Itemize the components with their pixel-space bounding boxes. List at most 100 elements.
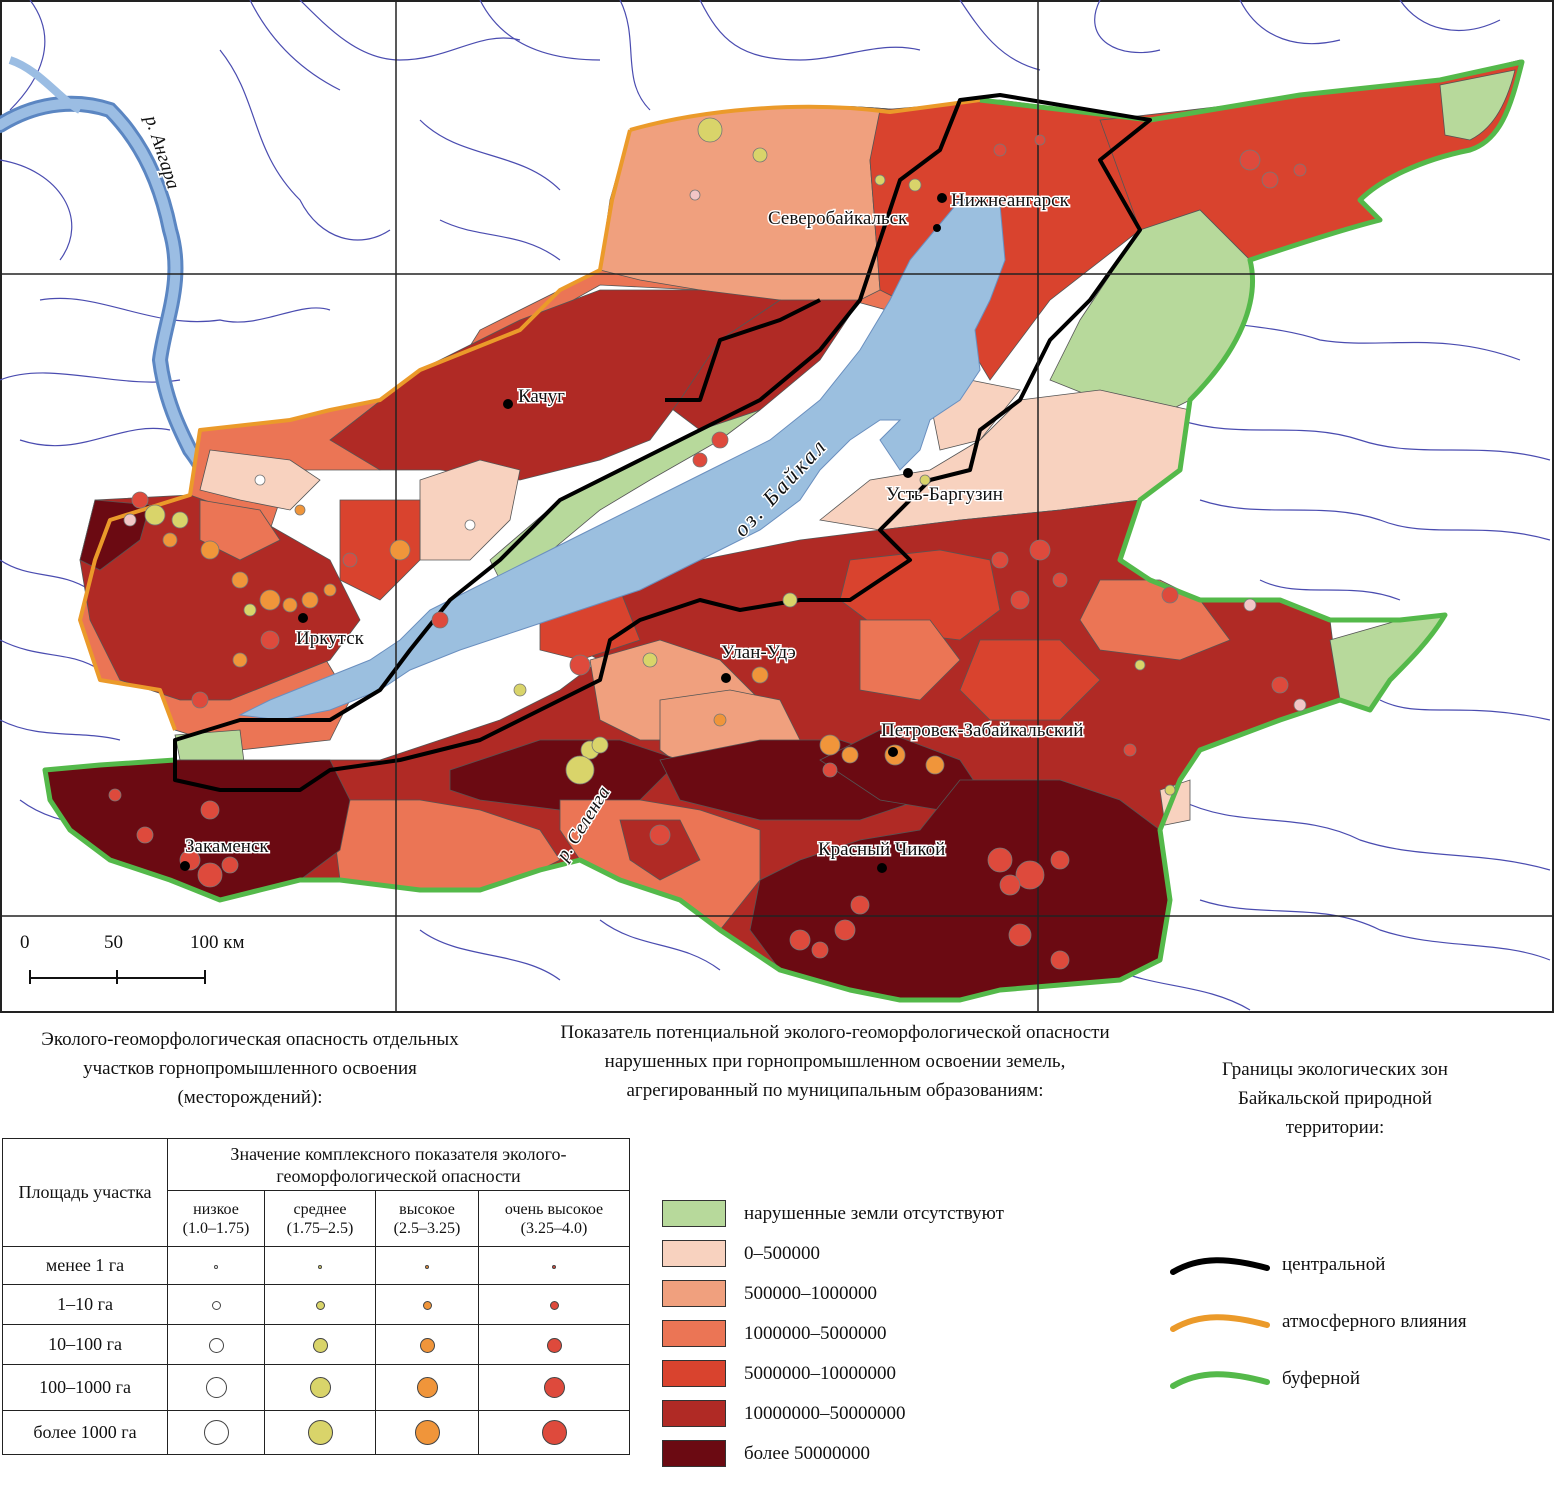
fill-legend-item: 500000–1000000 <box>662 1280 877 1307</box>
lake-baikal <box>238 199 1006 721</box>
zone-legend-item: буферной <box>1170 1364 1360 1394</box>
fill-swatch <box>662 1360 726 1387</box>
river-network <box>0 0 1551 1011</box>
zone-legend-title: Границы экологических зон Байкальской пр… <box>1222 1059 1448 1138</box>
atmospheric-zone-boundary <box>78 98 981 731</box>
deposit-points <box>108 117 1307 970</box>
point-symbol-cell <box>264 1284 376 1325</box>
fill-swatch <box>662 1240 726 1267</box>
point-symbol <box>307 1420 333 1445</box>
city-nizhneangarsk: Нижнеангарск <box>951 190 1070 211</box>
area-label: более 1000 га <box>2 1410 168 1455</box>
fill-swatch <box>662 1320 726 1347</box>
point-symbol-cell <box>375 1410 479 1455</box>
scale-bar: 0 50 100 км <box>20 932 245 984</box>
area-label: 1–10 га <box>2 1284 168 1325</box>
value-header: Значение комплексного показателя эколого… <box>167 1138 630 1191</box>
point-symbol <box>422 1301 432 1311</box>
point-symbol-cell <box>167 1284 265 1325</box>
zone-line-symbol <box>1170 1371 1270 1389</box>
point-symbol <box>318 1264 322 1269</box>
map: Нижнеангарск Северобайкальск Качуг Усть-… <box>0 0 1554 1013</box>
map-grid <box>0 0 1554 1012</box>
point-symbol <box>315 1301 325 1311</box>
city-ulan-ude: Улан-Удэ <box>721 642 796 663</box>
point-symbol <box>549 1301 559 1311</box>
city-zakamensk: Закаменск <box>185 836 269 857</box>
scale-label-100: 100 км <box>190 932 245 953</box>
fill-legend-item: более 50000000 <box>662 1440 870 1467</box>
point-symbol-cell <box>478 1364 630 1411</box>
point-symbol <box>543 1377 565 1399</box>
city-irkutsk: Иркутск <box>296 628 365 649</box>
fill-swatch <box>662 1400 726 1427</box>
point-symbol-cell <box>375 1364 479 1411</box>
point-legend-title: Эколого-геоморфологическая опасность отд… <box>41 1029 459 1108</box>
area-label: менее 1 га <box>2 1246 168 1285</box>
point-symbol-cell <box>264 1410 376 1455</box>
fill-legend-item: 0–500000 <box>662 1240 820 1267</box>
area-label: 100–1000 га <box>2 1364 168 1411</box>
area-row: 1–10 га <box>2 1284 630 1325</box>
point-symbol-cell <box>478 1410 630 1455</box>
area-row: 10–100 га <box>2 1324 630 1365</box>
point-symbol <box>546 1338 562 1354</box>
point-symbol <box>416 1377 438 1399</box>
fill-legend-item: 1000000–5000000 <box>662 1320 887 1347</box>
zone-line-symbol <box>1170 1314 1270 1332</box>
zone-line-symbol <box>1170 1257 1270 1275</box>
point-symbol <box>552 1264 556 1269</box>
zone-legend-item: центральной <box>1170 1250 1385 1280</box>
point-symbol-cell <box>167 1410 265 1455</box>
point-symbol <box>425 1264 429 1269</box>
central-zone-boundary <box>173 93 1152 792</box>
fill-legend-label: 10000000–50000000 <box>744 1402 906 1424</box>
fill-legend-label: нарушенные земли отсутствуют <box>744 1202 1004 1224</box>
point-symbol-cell <box>167 1364 265 1411</box>
point-symbol-cell <box>167 1246 265 1285</box>
fill-legend-item: 5000000–10000000 <box>662 1360 896 1387</box>
area-row: менее 1 га <box>2 1246 630 1285</box>
city-kachug: Качуг <box>518 386 565 407</box>
fill-legend-label: 5000000–10000000 <box>744 1362 896 1384</box>
point-symbol <box>541 1420 567 1445</box>
fill-legend-label: более 50000000 <box>744 1442 871 1464</box>
point-symbol-cell <box>478 1324 630 1365</box>
city-ust-barguzin: Усть-Баргузин <box>886 484 1003 505</box>
city-markers <box>180 193 947 873</box>
point-symbol-cell <box>375 1324 479 1365</box>
point-symbol <box>214 1264 218 1269</box>
fill-swatch <box>662 1440 726 1467</box>
zone-legend-label: буферной <box>1282 1368 1361 1389</box>
city-krasny-chikoy: Красный Чикой <box>818 839 945 860</box>
point-legend-table: Площадь участка Значение комплексного по… <box>2 1138 630 1455</box>
point-symbol <box>205 1377 227 1399</box>
fill-swatch <box>662 1280 726 1307</box>
point-symbol-cell <box>264 1246 376 1285</box>
point-symbol <box>309 1377 331 1399</box>
point-symbol-cell <box>167 1324 265 1365</box>
zone-legend-item: атмосферного влияния <box>1170 1307 1467 1337</box>
fill-legend-label: 0–500000 <box>744 1242 820 1264</box>
fill-swatch <box>662 1200 726 1227</box>
area-header: Площадь участка <box>2 1138 168 1247</box>
class-header-medium: среднее (1.75–2.5) <box>264 1190 376 1247</box>
city-petrovsk-zabaikalsky: Петровск-Забайкальский <box>881 720 1083 741</box>
point-symbol-cell <box>375 1246 479 1285</box>
scale-label-0: 0 <box>20 932 30 953</box>
area-row: 100–1000 га <box>2 1364 630 1411</box>
class-header-low: низкое (1.0–1.75) <box>167 1190 265 1247</box>
point-symbol-cell <box>264 1324 376 1365</box>
fill-legend-label: 1000000–5000000 <box>744 1322 887 1344</box>
fill-legend-item: нарушенные земли отсутствуют <box>662 1200 1004 1227</box>
scale-label-50: 50 <box>104 932 123 953</box>
area-label: 10–100 га <box>2 1324 168 1365</box>
class-header-very-high: очень высокое (3.25–4.0) <box>478 1190 630 1247</box>
point-symbol-cell <box>478 1246 630 1285</box>
point-symbol <box>312 1338 328 1354</box>
point-symbol <box>211 1301 221 1311</box>
zone-boundaries <box>42 59 1525 1003</box>
point-symbol <box>208 1338 224 1354</box>
area-row: более 1000 га <box>2 1410 630 1455</box>
point-symbol-cell <box>375 1284 479 1325</box>
